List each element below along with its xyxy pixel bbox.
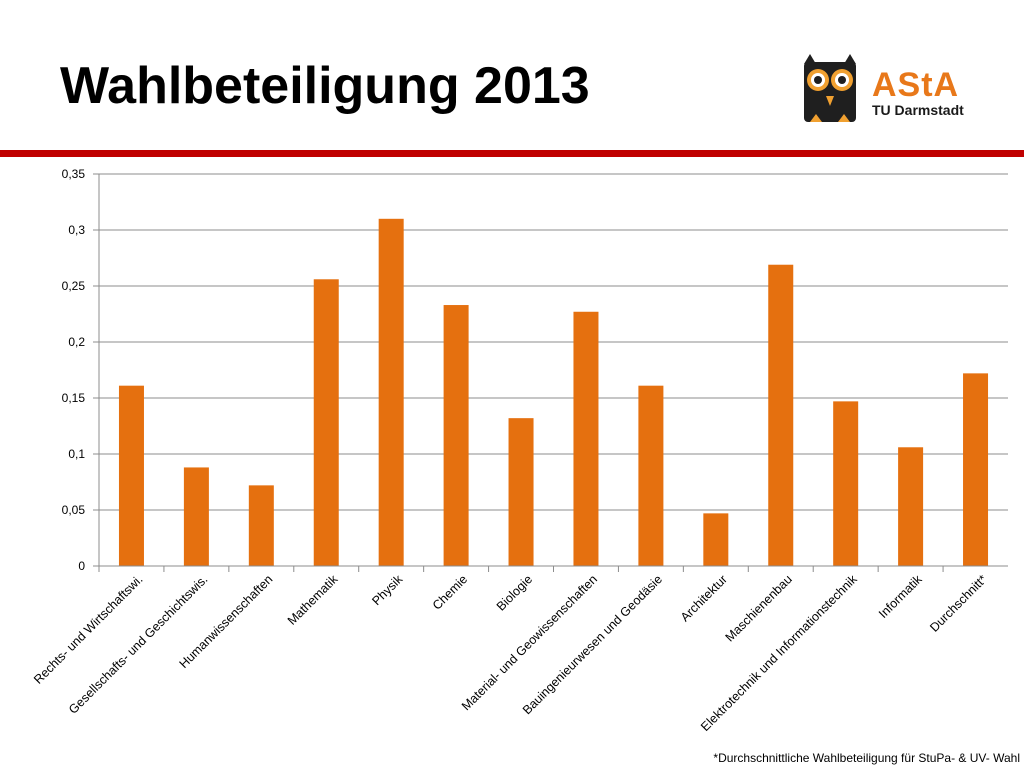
logo-name: AStA (872, 66, 960, 104)
logo-subtitle: TU Darmstadt (872, 102, 964, 118)
asta-logo: AStA TU Darmstadt (800, 54, 980, 130)
bar (183, 467, 209, 566)
y-tick-label: 0,35 (62, 167, 86, 181)
x-tick-label: Mathematik (285, 572, 341, 628)
x-tick-label: Rechts- und Wirtschaftswi. (31, 572, 146, 687)
bar (768, 264, 794, 566)
y-tick-label: 0 (78, 559, 85, 573)
y-tick-label: 0,1 (68, 447, 85, 461)
y-tick-label: 0,3 (68, 223, 85, 237)
x-tick-label: Architektur (678, 572, 730, 624)
y-tick-label: 0,05 (62, 503, 86, 517)
y-tick-label: 0,15 (62, 391, 86, 405)
bar-chart: 0 0,05 0,1 0,15 0,2 0,25 0,3 0,35 Rechts- und Wi… (31, 167, 1008, 734)
bar (378, 218, 404, 567)
x-tick-label: Maschienenbau (723, 572, 795, 644)
x-tick-label: Biologie (494, 572, 535, 613)
bar (898, 447, 924, 566)
bar (508, 418, 534, 566)
x-tick-label: Bauingenieurwesen und Geodäsie (520, 572, 665, 717)
x-tick-label: Material- und Geowissenschaften (459, 572, 600, 713)
bar (703, 513, 729, 566)
slide-title: Wahlbeteiligung 2013 (60, 57, 590, 115)
bar (313, 279, 339, 566)
footnote: *Durchschnittliche Wahlbeteiligung für S… (713, 751, 1020, 765)
title-divider (0, 150, 1024, 157)
bar (833, 401, 859, 566)
y-tick-label: 0,2 (68, 335, 85, 349)
x-tick-label: Chemie (430, 572, 470, 612)
x-tick-label: Physik (369, 572, 405, 608)
y-tick-label: 0,25 (62, 279, 86, 293)
owl-icon (804, 54, 856, 122)
x-tick-label: Durchschnitt* (927, 572, 990, 635)
x-tick-label: Gesellschafts- und Geschichtswis. (66, 572, 211, 717)
bar (248, 485, 274, 566)
bar (638, 385, 664, 566)
bar (443, 305, 469, 566)
bar (573, 311, 599, 566)
bar (963, 373, 989, 566)
x-tick-label: Informatik (876, 572, 925, 621)
bar (118, 385, 144, 566)
